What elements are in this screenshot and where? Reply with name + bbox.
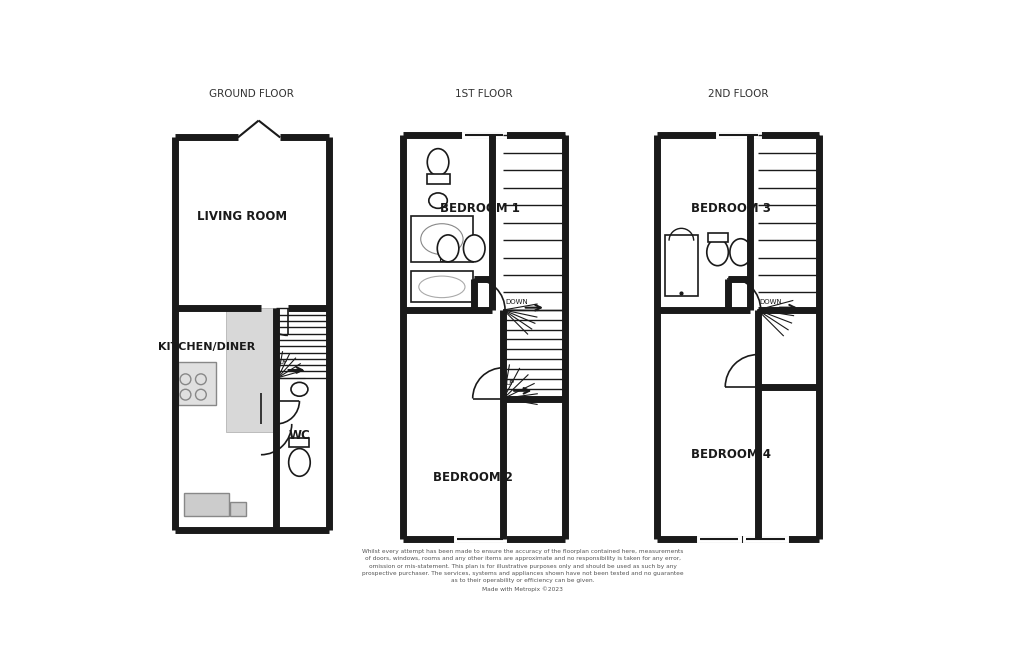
Text: 2ND FLOOR: 2ND FLOOR — [707, 89, 768, 99]
Bar — [183, 494, 228, 517]
Bar — [230, 503, 246, 517]
Bar — [411, 272, 472, 302]
Ellipse shape — [730, 239, 751, 266]
Ellipse shape — [419, 276, 465, 297]
Ellipse shape — [290, 382, 308, 396]
Ellipse shape — [463, 235, 485, 262]
Text: DOWN: DOWN — [504, 299, 527, 305]
Bar — [707, 233, 727, 242]
Text: WC: WC — [288, 429, 310, 442]
Text: BEDROOM 1: BEDROOM 1 — [440, 202, 520, 215]
Ellipse shape — [428, 193, 447, 209]
Ellipse shape — [420, 224, 463, 255]
Text: Whilst every attempt has been made to ensure the accuracy of the floorplan conta: Whilst every attempt has been made to en… — [362, 549, 683, 592]
Bar — [664, 234, 697, 296]
Text: BEDROOM 2: BEDROOM 2 — [432, 471, 513, 484]
Text: GROUND FLOOR: GROUND FLOOR — [209, 89, 293, 99]
Text: KITCHEN/DINER: KITCHEN/DINER — [158, 342, 256, 352]
Bar — [426, 174, 449, 184]
Text: DOWN: DOWN — [758, 299, 782, 305]
Ellipse shape — [437, 235, 459, 262]
Ellipse shape — [288, 449, 310, 476]
Text: BEDROOM 3: BEDROOM 3 — [690, 202, 769, 215]
FancyBboxPatch shape — [289, 438, 309, 447]
Text: LIVING ROOM: LIVING ROOM — [197, 209, 286, 222]
Text: UP: UP — [277, 359, 287, 365]
Text: 1ST FLOOR: 1ST FLOOR — [455, 89, 513, 99]
Bar — [440, 257, 446, 261]
Bar — [226, 309, 276, 432]
Text: BEDROOM 4: BEDROOM 4 — [690, 448, 770, 461]
Ellipse shape — [427, 149, 448, 176]
Text: UP: UP — [504, 380, 514, 386]
Ellipse shape — [706, 239, 728, 266]
Bar — [411, 216, 472, 263]
Bar — [177, 363, 216, 405]
